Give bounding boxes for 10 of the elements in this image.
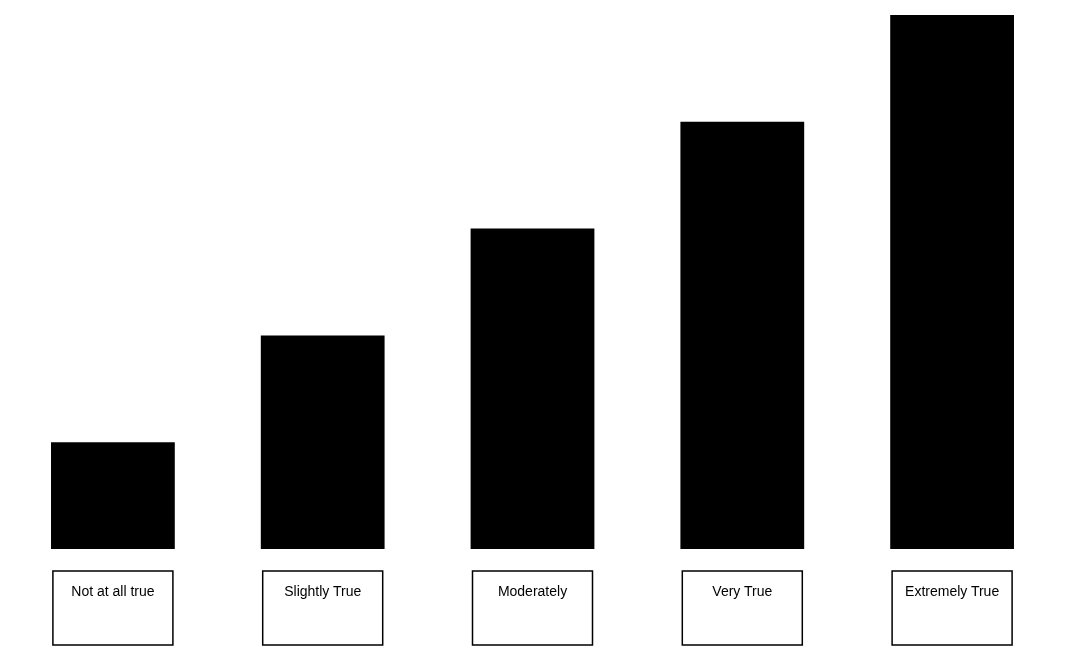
x-tick-label: Slightly True bbox=[284, 583, 362, 599]
bar bbox=[470, 228, 595, 549]
x-tick-label: Moderately bbox=[497, 583, 568, 599]
x-tick-label: Extremely True bbox=[905, 583, 1000, 599]
bar bbox=[680, 121, 805, 549]
x-tick-label: Not at all true bbox=[71, 583, 155, 599]
x-tick-label: Very True bbox=[712, 583, 773, 599]
bar bbox=[260, 335, 385, 549]
bar bbox=[51, 442, 175, 549]
bar bbox=[890, 15, 1014, 549]
